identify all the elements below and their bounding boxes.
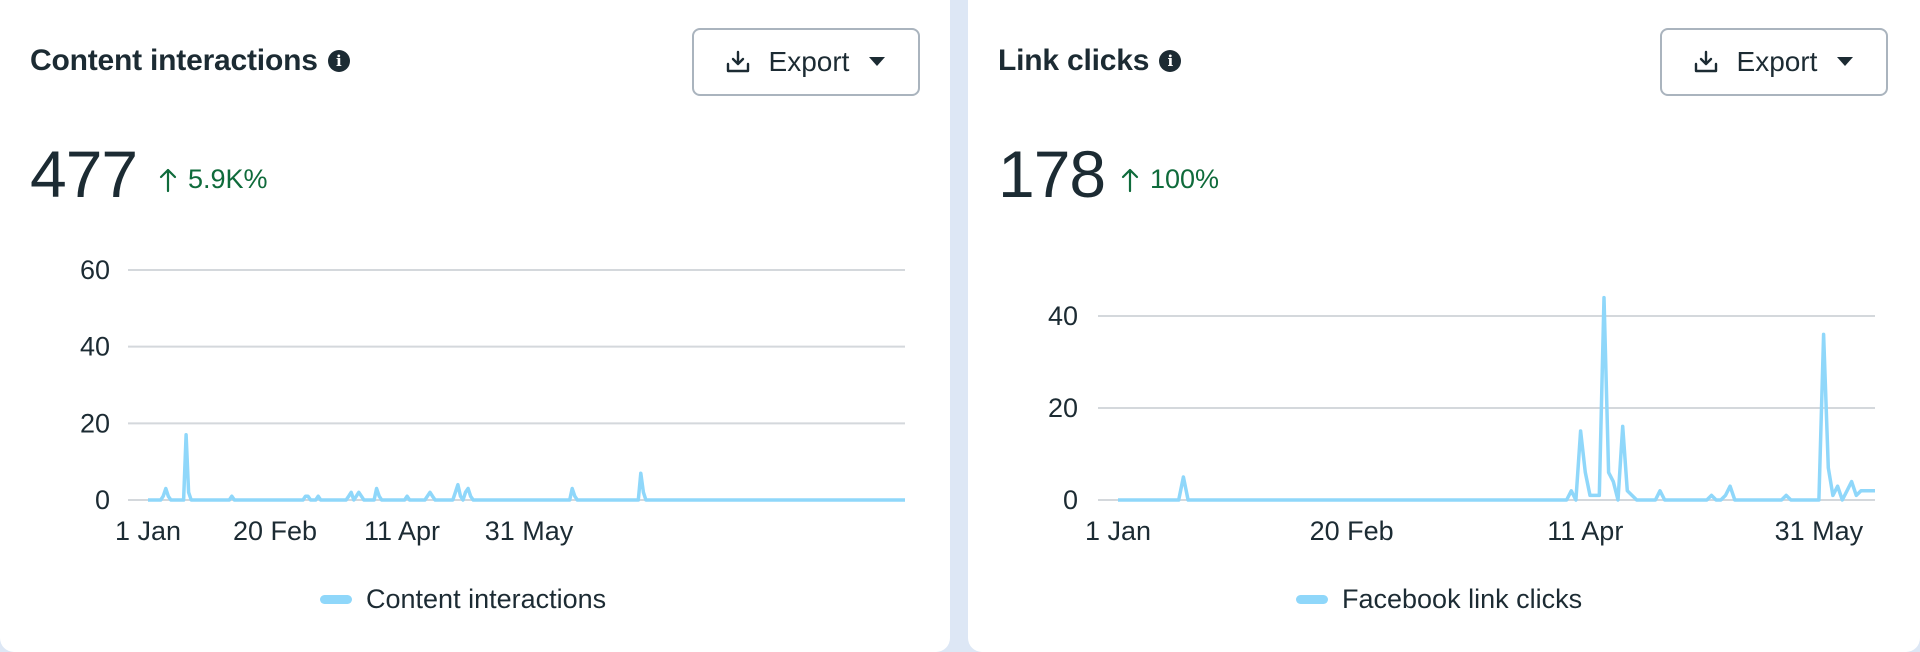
metric-delta: 100% [1120, 164, 1219, 195]
delta-text: 5.9K% [188, 164, 268, 194]
info-icon[interactable]: i [327, 50, 350, 72]
card-title: Content interactions i [30, 44, 350, 78]
card-title: Link clicks i [998, 44, 1182, 78]
series-line [148, 433, 905, 502]
y-tick-label: 20 [1048, 393, 1078, 423]
x-tick-label: 31 May [485, 516, 574, 546]
download-icon [1694, 50, 1717, 73]
x-tick-label: 1 Jan [115, 516, 181, 546]
download-icon [726, 50, 749, 73]
metric-value: 477 [30, 137, 138, 211]
legend-label: Content interactions [366, 584, 607, 614]
arrow-up-icon [159, 168, 177, 192]
export-label: Export [768, 46, 850, 77]
series-line [1118, 295, 1875, 502]
chart-legend: Facebook link clicks [1296, 584, 1582, 615]
x-tick-label: 31 May [1775, 516, 1864, 546]
x-tick-label: 11 Apr [364, 516, 440, 546]
y-tick-label: 0 [95, 485, 110, 515]
x-tick-label: 20 Feb [233, 516, 317, 546]
x-tick-label: 11 Apr [1547, 516, 1623, 546]
legend-swatch [320, 595, 352, 604]
metric-value: 178 [998, 137, 1106, 211]
info-icon[interactable]: i [1159, 50, 1182, 72]
legend-swatch [1296, 595, 1328, 604]
y-tick-label: 20 [80, 408, 110, 438]
y-tick-label: 60 [80, 255, 110, 285]
card-title-text: Content interactions [30, 44, 318, 77]
link-clicks-card: Link clicks i Export 178 100% 0 20 40 1 Jan… [968, 0, 1920, 652]
export-label: Export [1736, 46, 1818, 77]
x-tick-label: 1 Jan [1085, 516, 1151, 546]
content-interactions-chart: 0 20 40 60 1 Jan 20 Feb 11 Apr 31 May [80, 255, 905, 546]
delta-text: 100% [1150, 164, 1220, 194]
chart-legend: Content interactions [320, 584, 606, 615]
legend-label: Facebook link clicks [1342, 584, 1583, 614]
x-tick-label: 20 Feb [1310, 516, 1394, 546]
content-interactions-card: Content interactions i Export 477 5.9K% … [0, 0, 950, 652]
y-tick-label: 40 [80, 332, 110, 362]
link-clicks-chart: 0 20 40 1 Jan 20 Feb 11 Apr 31 May [1048, 295, 1875, 546]
arrow-up-icon [1121, 168, 1139, 192]
caret-down-icon [1837, 57, 1854, 66]
y-tick-label: 40 [1048, 301, 1078, 331]
export-button[interactable]: Export [1660, 28, 1888, 96]
caret-down-icon [869, 57, 886, 66]
y-tick-label: 0 [1063, 485, 1078, 515]
export-button[interactable]: Export [692, 28, 920, 96]
metric-delta: 5.9K% [158, 164, 268, 195]
card-title-text: Link clicks [998, 44, 1150, 77]
